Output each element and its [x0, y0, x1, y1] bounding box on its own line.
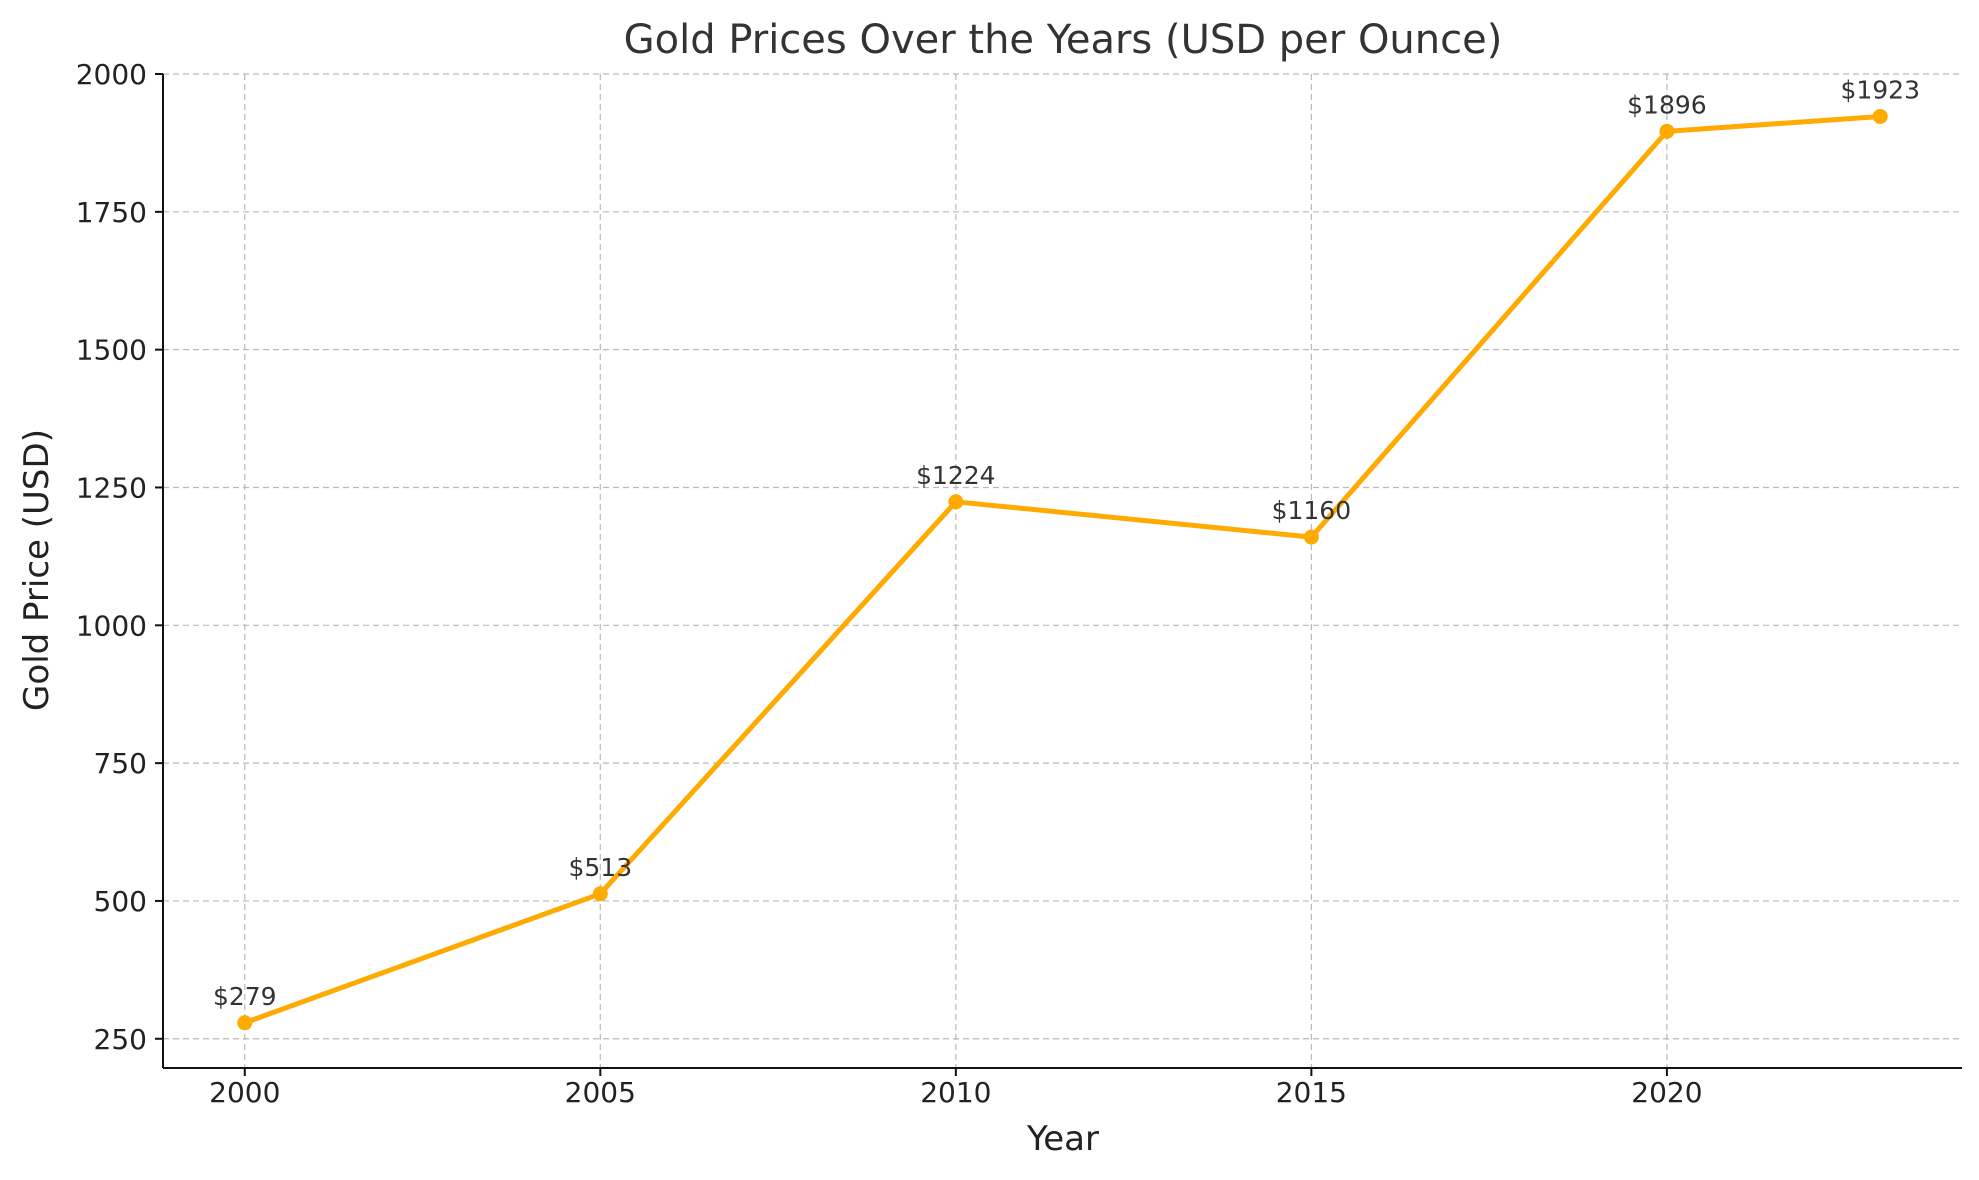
y-axis-label: Gold Price (USD)	[17, 429, 57, 711]
x-axis-label: Year	[1026, 1119, 1099, 1159]
data-point	[1872, 108, 1888, 124]
series-line	[242, 113, 1883, 1026]
y-tick-label: 750	[94, 747, 147, 780]
x-tick-label: 2005	[565, 1076, 636, 1109]
y-tick-label: 250	[94, 1023, 147, 1056]
chart-title: Gold Prices Over the Years (USD per Ounc…	[624, 17, 1503, 63]
y-tick-label: 500	[94, 885, 147, 918]
data-point	[1659, 123, 1675, 139]
data-point	[237, 1015, 253, 1031]
x-tick-label: 2015	[1276, 1076, 1347, 1109]
series-layer	[237, 108, 1888, 1031]
data-point	[948, 494, 964, 510]
data-value-label: $279	[213, 982, 277, 1011]
grid-layer	[163, 73, 1962, 1068]
y-tick-label: 1500	[76, 334, 147, 367]
x-tick-label: 2010	[920, 1076, 991, 1109]
y-tick-label: 2000	[76, 58, 147, 91]
data-value-label: $1224	[916, 461, 996, 490]
y-tick-label: 1250	[76, 471, 147, 504]
x-tick-label: 2020	[1631, 1076, 1702, 1109]
y-tick-label: 1000	[76, 609, 147, 642]
data-point	[1303, 529, 1319, 545]
y-tick-label: 1750	[76, 196, 147, 229]
label-layer: $279 $513 $1224 $1160 $1896 $1923	[213, 75, 1920, 1010]
data-point	[592, 886, 608, 902]
data-value-label: $1896	[1627, 90, 1707, 119]
data-value-label: $1923	[1840, 75, 1920, 104]
x-tick-label: 2000	[209, 1076, 280, 1109]
axis-layer: 2000 2005 2010 2015 2020 250 500 750 1000 1250 150…	[76, 58, 1962, 1109]
data-value-label: $1160	[1272, 496, 1352, 525]
data-value-label: $513	[568, 853, 632, 882]
